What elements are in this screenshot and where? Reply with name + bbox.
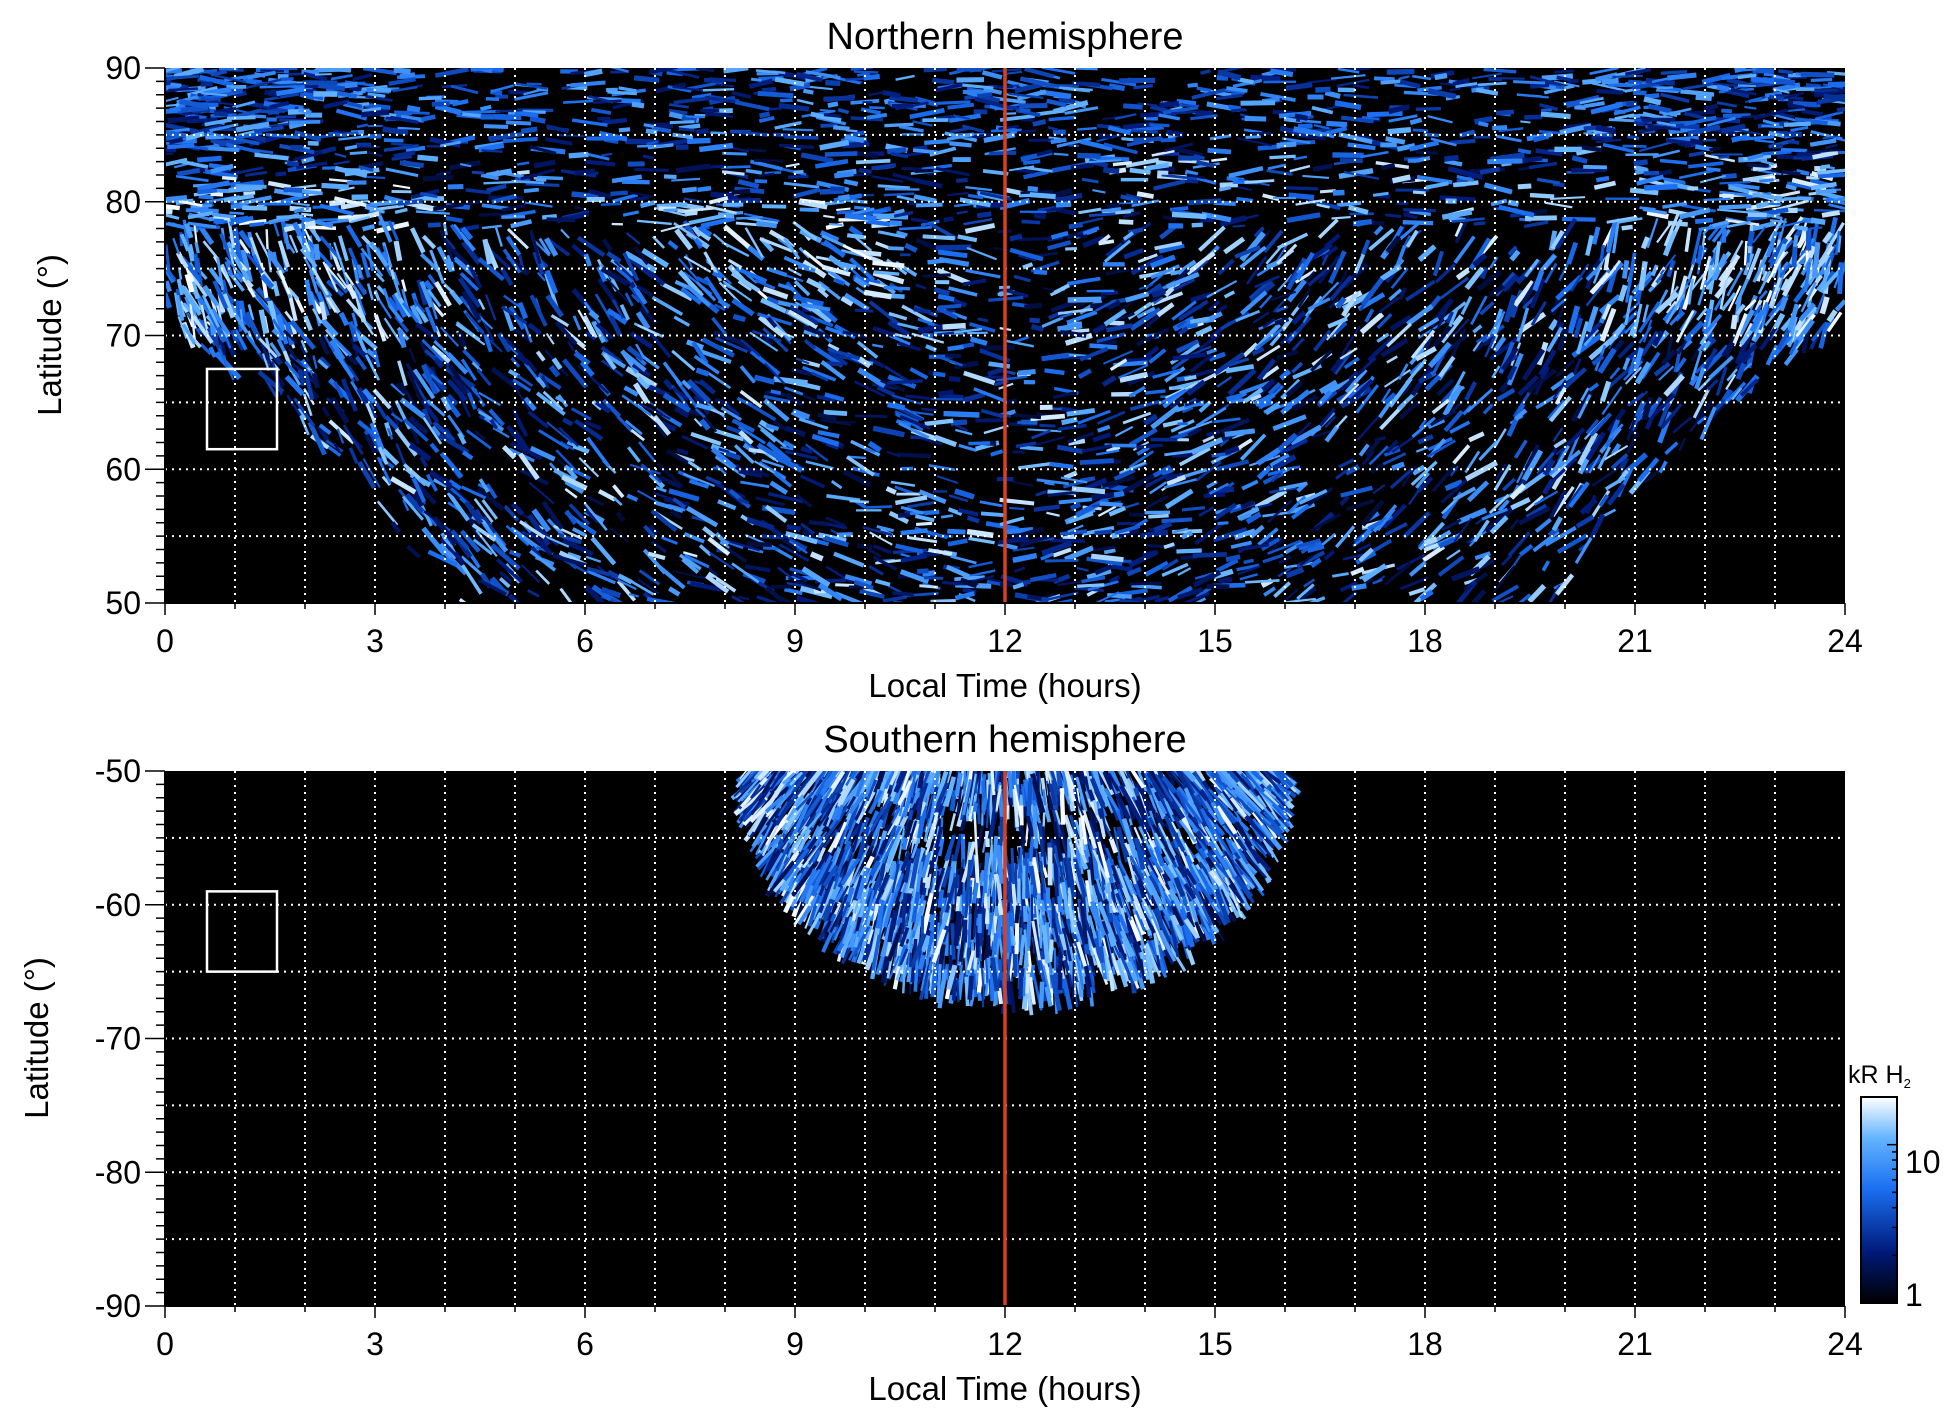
y-tick-label: -80	[95, 1154, 141, 1190]
south-panel: Southern hemisphere 0 3 6 9 12 15 18 21 24 -50 -60…	[18, 719, 1863, 1407]
north-axes: 0 3 6 9 12 15 18 21 24 50 60 70 80 90	[105, 50, 1862, 659]
south-axes: 0 3 6 9 12 15 18 21 24 -50 -60 -70 -80 -90	[95, 753, 1863, 1362]
y-tick-label: -60	[95, 887, 141, 923]
north-title: Northern hemisphere	[827, 16, 1184, 58]
x-tick-label: 3	[366, 623, 384, 659]
south-xlabel: Local Time (hours)	[868, 1370, 1141, 1407]
y-tick-label: -90	[95, 1288, 141, 1324]
north-panel: Northern hemisphere 0 3 6 9 12 15 18 21 24 50 60 70…	[31, 16, 1863, 704]
y-tick-label: 50	[105, 585, 141, 621]
south-reference-box	[205, 890, 279, 973]
x-tick-label: 0	[156, 1326, 174, 1362]
south-emission-map	[730, 771, 1302, 1016]
north-reference-box	[205, 367, 279, 451]
north-ylabel: Latitude (°)	[31, 254, 68, 416]
x-tick-label: 24	[1827, 1326, 1863, 1362]
colorbar-label: kR H2	[1848, 1061, 1911, 1091]
x-tick-label: 21	[1617, 1326, 1653, 1362]
x-tick-label: 6	[576, 623, 594, 659]
x-tick-label: 24	[1827, 623, 1863, 659]
y-tick-label: 90	[105, 50, 141, 86]
colorbar-tick-label-1: 1	[1905, 1277, 1923, 1313]
y-tick-label: -70	[95, 1021, 141, 1057]
x-tick-label: 18	[1407, 623, 1443, 659]
x-tick-label: 6	[576, 1326, 594, 1362]
x-tick-label: 9	[786, 1326, 804, 1362]
south-ylabel: Latitude (°)	[18, 957, 55, 1119]
x-tick-label: 0	[156, 623, 174, 659]
x-tick-label: 21	[1617, 623, 1653, 659]
y-tick-label: -50	[95, 753, 141, 789]
x-tick-label: 3	[366, 1326, 384, 1362]
colorbar: kR H2 10 1	[1848, 1061, 1941, 1313]
south-title: Southern hemisphere	[823, 719, 1186, 761]
colorbar-ticks	[1887, 1096, 1897, 1304]
x-tick-label: 15	[1197, 1326, 1233, 1362]
x-tick-label: 15	[1197, 623, 1233, 659]
x-tick-label: 18	[1407, 1326, 1443, 1362]
y-tick-label: 60	[105, 451, 141, 487]
colorbar-tick-label-10: 10	[1905, 1144, 1941, 1180]
x-tick-label: 9	[786, 623, 804, 659]
x-tick-label: 12	[987, 623, 1023, 659]
north-xlabel: Local Time (hours)	[868, 667, 1141, 704]
colorbar-scale	[1860, 1096, 1898, 1304]
y-tick-label: 70	[105, 318, 141, 354]
y-tick-label: 80	[105, 184, 141, 220]
x-tick-label: 12	[987, 1326, 1023, 1362]
